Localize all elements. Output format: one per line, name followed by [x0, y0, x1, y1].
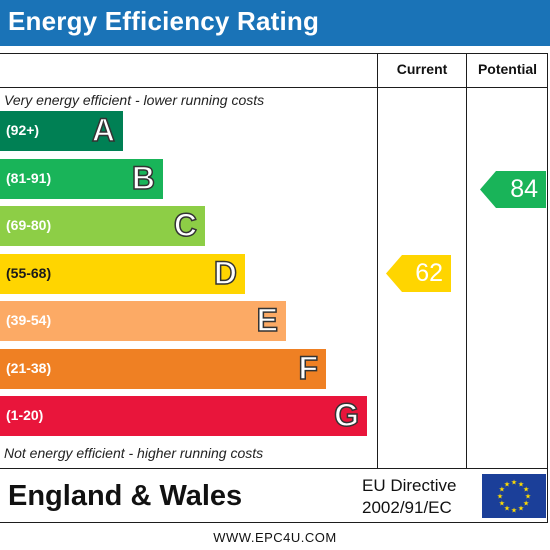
eu-star-icon: ★ — [511, 479, 517, 487]
potential-column-header: Potential — [477, 61, 538, 77]
eu-directive-line2: 2002/91/EC — [362, 498, 452, 517]
rating-band-d: (55-68) D — [0, 254, 245, 294]
potential-column-divider — [466, 53, 467, 468]
band-range-label: (69-80) — [6, 217, 52, 233]
potential-arrow-shape — [480, 171, 546, 208]
current-column-divider — [377, 53, 378, 468]
current-rating-arrow: 62 — [386, 255, 451, 292]
eu-directive: EU Directive 2002/91/EC — [362, 475, 456, 519]
band-range-label: (92+) — [6, 122, 40, 138]
title-bar: Energy Efficiency Rating — [0, 0, 550, 46]
eu-star-icon: ★ — [504, 505, 510, 513]
band-range-label: (1-20) — [6, 407, 44, 423]
potential-rating-value: 84 — [510, 175, 538, 203]
potential-rating-arrow: 84 — [480, 171, 546, 208]
eu-star-icon: ★ — [518, 505, 524, 513]
rating-band-g: (1-20) G — [0, 396, 367, 436]
eu-star-icon: ★ — [499, 500, 505, 508]
chart-title: Energy Efficiency Rating — [8, 6, 320, 36]
current-rating-value: 62 — [415, 259, 443, 287]
band-letter: C — [173, 206, 198, 244]
footer-divider — [0, 468, 548, 469]
band-range-label: (55-68) — [6, 265, 52, 281]
rating-frame — [0, 53, 548, 523]
band-range-label: (21-38) — [6, 360, 52, 376]
eu-star-icon: ★ — [525, 493, 531, 501]
eu-directive-line1: EU Directive — [362, 476, 457, 495]
current-arrow-shape — [386, 255, 451, 292]
band-letter: G — [333, 396, 359, 434]
band-letter: A — [91, 111, 116, 149]
band-letter: D — [213, 254, 238, 292]
rating-band-b: (81-91) B — [0, 159, 163, 199]
band-range-label: (39-54) — [6, 312, 52, 328]
efficient-note: Very energy efficient - lower running co… — [4, 92, 265, 108]
band-letter: F — [298, 349, 319, 387]
eu-star-icon: ★ — [504, 480, 510, 488]
eu-star-icon: ★ — [523, 486, 529, 494]
eu-star-icon: ★ — [497, 493, 503, 501]
band-range-label: (81-91) — [6, 170, 52, 186]
rating-band-a: (92+) A — [0, 111, 123, 151]
inefficient-note: Not energy efficient - higher running co… — [4, 445, 264, 461]
eu-star-icon: ★ — [523, 500, 529, 508]
eu-star-icon: ★ — [518, 480, 524, 488]
header-divider — [0, 87, 548, 88]
current-column-header: Current — [396, 61, 448, 77]
rating-band-f: (21-38) F — [0, 349, 326, 389]
eu-star-icon: ★ — [499, 486, 505, 494]
rating-band-e: (39-54) E — [0, 301, 286, 341]
eu-flag-icon: ★ ★ ★ ★ ★ ★ ★ ★ ★ ★ ★ ★ — [482, 474, 546, 518]
website-label: WWW.EPC4U.COM — [213, 530, 337, 545]
band-letter: E — [256, 301, 279, 339]
region-label: England & Wales — [8, 480, 243, 512]
band-letter: B — [131, 159, 156, 197]
rating-band-c: (69-80) C — [0, 206, 205, 246]
eu-star-icon: ★ — [511, 507, 517, 515]
